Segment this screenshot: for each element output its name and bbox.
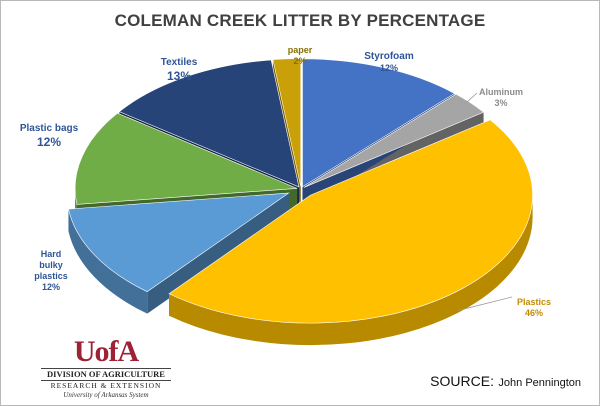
logo-system-text: University of Arkansas System xyxy=(63,391,149,399)
slice-value-hard-bulky-plastics: 12% xyxy=(42,282,60,292)
slice-value-plastics: 46% xyxy=(525,308,543,318)
leader-line-plastics xyxy=(458,296,513,311)
pie-slice-textiles xyxy=(118,59,300,188)
pie-edge-hard-bulky-plastics-0 xyxy=(147,193,289,314)
pie-slice-plastics xyxy=(168,119,533,324)
slice-label-hard-bulky-plastics-2: plastics xyxy=(34,271,68,281)
pie-slice-hard-bulky-plastics xyxy=(68,192,290,293)
leader-line-aluminum xyxy=(465,92,478,104)
pie-slice-paper xyxy=(272,58,302,187)
slice-value-textiles: 13% xyxy=(167,69,191,83)
slice-label-textiles: Textiles xyxy=(161,57,198,68)
slice-value-styrofoam: 12% xyxy=(380,63,398,73)
uofa-division-of-agriculture-logo: UofA DIVISION OF AGRICULTURE RESEARCH & … xyxy=(41,337,171,400)
slice-label-plastic-bags: Plastic bags xyxy=(20,123,79,134)
pie-slice-plastic-bags xyxy=(74,112,298,205)
logo-division-text: DIVISION OF AGRICULTURE xyxy=(41,368,171,381)
slice-label-hard-bulky-plastics-1: bulky xyxy=(39,260,63,270)
source-label: SOURCE: xyxy=(430,373,494,389)
slice-label-hard-bulky-plastics-0: Hard xyxy=(41,249,62,259)
slice-value-paper: 2% xyxy=(293,56,306,66)
slice-label-plastics: Plastics xyxy=(517,297,551,307)
pie-side-plastics xyxy=(169,195,533,346)
slice-label-aluminum: Aluminum xyxy=(479,87,523,97)
source-credit: SOURCE: John Pennington xyxy=(430,373,581,391)
slice-label-paper: paper xyxy=(288,45,313,55)
pie-slice-styrofoam xyxy=(302,58,456,188)
logo-mark: UofA xyxy=(73,335,139,368)
slice-label-styrofoam: Styrofoam xyxy=(364,51,414,62)
logo-research-text: RESEARCH & EXTENSION xyxy=(50,381,162,390)
slice-value-aluminum: 3% xyxy=(494,98,507,108)
slice-value-plastic-bags: 12% xyxy=(37,135,61,149)
source-name: John Pennington xyxy=(498,377,581,389)
chart-title: COLEMAN CREEK LITTER BY PERCENTAGE xyxy=(114,11,486,30)
pie-slice-aluminum xyxy=(303,93,485,188)
pie-side-hard-bulky-plastics xyxy=(68,209,148,314)
